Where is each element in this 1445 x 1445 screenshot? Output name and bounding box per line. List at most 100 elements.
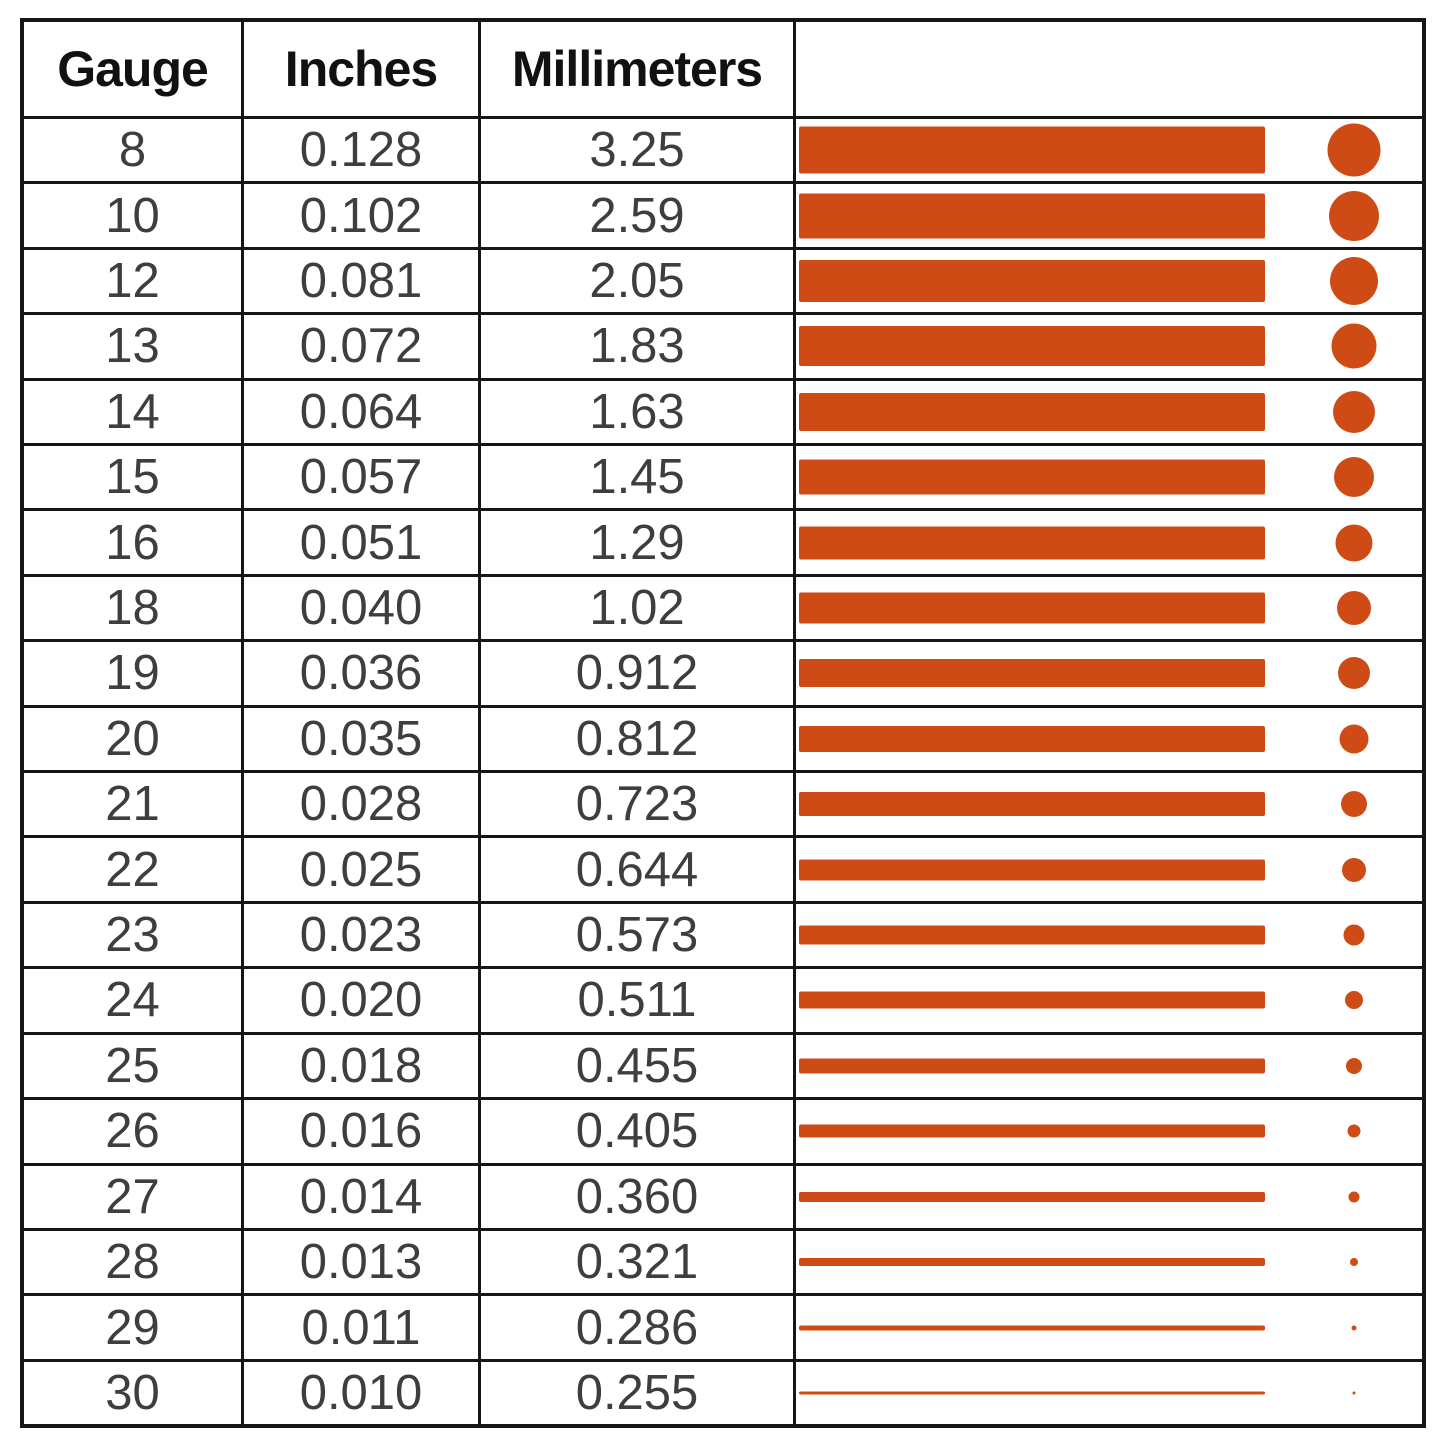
table-row: 18 0.040 1.02 bbox=[24, 573, 1422, 640]
inches-cell: 0.057 bbox=[244, 446, 481, 509]
inches-cell: 0.040 bbox=[244, 576, 481, 640]
mm-cell: 0.405 bbox=[481, 1100, 796, 1163]
table-row: 16 0.051 1.29 bbox=[24, 508, 1422, 574]
mm-cell: 1.83 bbox=[481, 315, 796, 378]
table-row: 22 0.025 0.644 bbox=[24, 835, 1422, 901]
wire-gauge-chart: Gauge Inches Millimeters 8 0.128 3.25 10… bbox=[20, 18, 1426, 1428]
visual-cell bbox=[796, 511, 1422, 573]
mm-cell: 0.286 bbox=[481, 1296, 796, 1359]
wire-cross-section-dot bbox=[1329, 190, 1379, 241]
mm-cell: 1.29 bbox=[481, 511, 796, 574]
visual-cell bbox=[796, 1296, 1422, 1358]
inches-cell: 0.102 bbox=[244, 184, 481, 247]
mm-cell: 1.02 bbox=[481, 576, 796, 640]
table-row: 10 0.102 2.59 bbox=[24, 181, 1422, 247]
mm-cell: 0.455 bbox=[481, 1034, 796, 1098]
gauge-cell: 26 bbox=[24, 1100, 244, 1163]
wire-thickness-bar bbox=[799, 193, 1265, 239]
gauge-cell: 19 bbox=[24, 642, 244, 705]
wire-thickness-bar bbox=[799, 260, 1265, 303]
wire-cross-section-dot bbox=[1327, 123, 1381, 177]
visual-cell bbox=[796, 1166, 1422, 1228]
inches-cell: 0.035 bbox=[244, 707, 481, 771]
table-row: 28 0.013 0.321 bbox=[24, 1227, 1422, 1294]
table-row: 20 0.035 0.812 bbox=[24, 704, 1422, 771]
mm-cell: 0.912 bbox=[481, 642, 796, 705]
visual-cell bbox=[796, 904, 1422, 966]
gauge-cell: 30 bbox=[24, 1361, 244, 1425]
wire-thickness-bar bbox=[799, 326, 1265, 367]
gauge-cell: 10 bbox=[24, 184, 244, 247]
header-millimeters: Millimeters bbox=[481, 22, 796, 116]
gauge-cell: 21 bbox=[24, 773, 244, 836]
table-row: 13 0.072 1.83 bbox=[24, 312, 1422, 378]
wire-thickness-bar bbox=[799, 526, 1265, 560]
table-row: 15 0.057 1.45 bbox=[24, 443, 1422, 509]
inches-cell: 0.016 bbox=[244, 1100, 481, 1163]
wire-cross-section-dot bbox=[1330, 257, 1378, 306]
mm-cell: 0.573 bbox=[481, 903, 796, 967]
wire-thickness-bar bbox=[799, 1258, 1265, 1267]
wire-cross-section-dot bbox=[1341, 791, 1367, 818]
wire-thickness-bar bbox=[799, 792, 1265, 817]
table-row: 8 0.128 3.25 bbox=[24, 116, 1422, 182]
gauge-cell: 16 bbox=[24, 511, 244, 574]
wire-cross-section-dot bbox=[1343, 924, 1365, 946]
table-row: 27 0.014 0.360 bbox=[24, 1162, 1422, 1228]
mm-cell: 0.812 bbox=[481, 707, 796, 771]
inches-cell: 0.051 bbox=[244, 511, 481, 574]
wire-cross-section-dot bbox=[1351, 1325, 1357, 1331]
wire-thickness-bar bbox=[799, 1391, 1265, 1395]
visual-cell bbox=[796, 642, 1422, 704]
wire-cross-section-dot bbox=[1347, 1124, 1361, 1138]
gauge-cell: 18 bbox=[24, 576, 244, 640]
inches-cell: 0.011 bbox=[244, 1296, 481, 1359]
visual-cell bbox=[796, 577, 1422, 639]
header-visual-empty bbox=[796, 22, 1422, 116]
inches-cell: 0.010 bbox=[244, 1361, 481, 1425]
gauge-cell: 24 bbox=[24, 969, 244, 1032]
inches-cell: 0.064 bbox=[244, 380, 481, 444]
wire-thickness-bar bbox=[799, 1124, 1265, 1138]
table-row: 25 0.018 0.455 bbox=[24, 1031, 1422, 1098]
mm-cell: 3.25 bbox=[481, 119, 796, 182]
wire-thickness-bar bbox=[799, 859, 1265, 881]
table-row: 23 0.023 0.573 bbox=[24, 900, 1422, 967]
visual-cell bbox=[796, 250, 1422, 312]
inches-cell: 0.025 bbox=[244, 838, 481, 901]
wire-cross-section-dot bbox=[1335, 524, 1373, 562]
table-row: 24 0.020 0.511 bbox=[24, 966, 1422, 1032]
gauge-cell: 12 bbox=[24, 249, 244, 313]
wire-cross-section-dot bbox=[1339, 724, 1369, 754]
gauge-cell: 22 bbox=[24, 838, 244, 901]
mm-cell: 2.05 bbox=[481, 249, 796, 313]
mm-cell: 0.255 bbox=[481, 1361, 796, 1425]
gauge-cell: 13 bbox=[24, 315, 244, 378]
header-inches: Inches bbox=[244, 22, 481, 116]
inches-cell: 0.028 bbox=[244, 773, 481, 836]
wire-thickness-bar bbox=[799, 459, 1265, 495]
mm-cell: 0.723 bbox=[481, 773, 796, 836]
visual-cell bbox=[796, 838, 1422, 900]
inches-cell: 0.018 bbox=[244, 1034, 481, 1098]
wire-cross-section-dot bbox=[1333, 390, 1375, 433]
table-row: 26 0.016 0.405 bbox=[24, 1097, 1422, 1163]
inches-cell: 0.023 bbox=[244, 903, 481, 967]
mm-cell: 0.644 bbox=[481, 838, 796, 901]
inches-cell: 0.128 bbox=[244, 119, 481, 182]
table-row: 30 0.010 0.255 bbox=[24, 1358, 1422, 1425]
wire-cross-section-dot bbox=[1331, 323, 1377, 369]
mm-cell: 0.360 bbox=[481, 1165, 796, 1228]
mm-cell: 0.321 bbox=[481, 1230, 796, 1294]
visual-cell bbox=[796, 708, 1422, 770]
wire-cross-section-dot bbox=[1345, 991, 1363, 1010]
table-header-row: Gauge Inches Millimeters bbox=[24, 22, 1422, 116]
inches-cell: 0.020 bbox=[244, 969, 481, 1032]
table-row: 19 0.036 0.912 bbox=[24, 639, 1422, 705]
wire-cross-section-dot bbox=[1350, 1258, 1358, 1267]
wire-thickness-bar bbox=[799, 925, 1265, 945]
wire-thickness-bar bbox=[799, 1325, 1265, 1331]
wire-cross-section-dot bbox=[1342, 857, 1366, 882]
mm-cell: 1.45 bbox=[481, 446, 796, 509]
wire-thickness-bar bbox=[799, 725, 1265, 752]
